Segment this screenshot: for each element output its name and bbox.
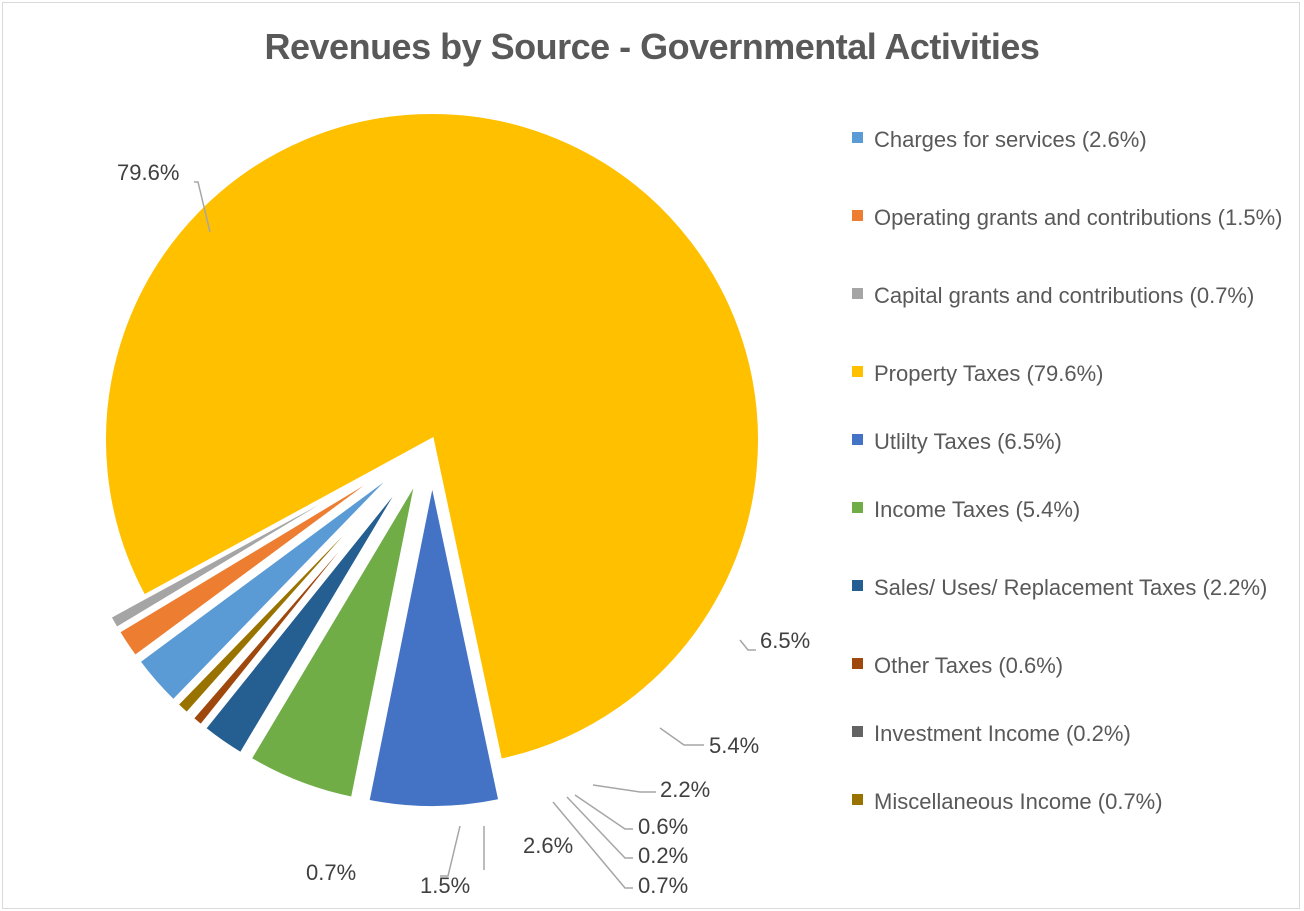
legend-swatch xyxy=(852,366,863,377)
legend-item: Property Taxes (79.6%) xyxy=(852,358,1292,389)
legend-label: Sales/ Uses/ Replacement Taxes (2.2%) xyxy=(874,575,1268,600)
legend-item: Miscellaneous Income (0.7%) xyxy=(852,786,1292,817)
data-label: 1.5% xyxy=(420,873,470,898)
leader-line xyxy=(194,181,211,233)
pie-slice xyxy=(365,479,503,810)
legend-swatch xyxy=(852,132,863,143)
legend-item: Charges for services (2.6%) xyxy=(852,124,1292,155)
leader-line xyxy=(592,784,656,793)
data-label: 2.6% xyxy=(523,833,573,858)
legend-item: Capital grants and contributions (0.7%) xyxy=(852,280,1292,311)
pie-slice xyxy=(135,464,404,705)
legend-item: Income Taxes (5.4%) xyxy=(852,494,1292,525)
data-label: 0.6% xyxy=(638,814,688,839)
legend-swatch xyxy=(852,658,863,669)
legend-label: Investment Income (0.2%) xyxy=(874,721,1131,746)
legend-label: Other Taxes (0.6%) xyxy=(874,653,1064,678)
data-label: 0.7% xyxy=(306,860,356,885)
pie-slice xyxy=(201,471,411,758)
chart-title: Revenues by Source - Governmental Activi… xyxy=(264,26,1040,67)
legend-item: Investment Income (0.2%) xyxy=(852,718,1292,749)
leader-line xyxy=(574,794,633,830)
data-label: 6.5% xyxy=(760,628,810,653)
legend-label: Charges for services (2.6%) xyxy=(874,127,1147,152)
pie-slice xyxy=(115,460,400,661)
data-label: 0.7% xyxy=(638,873,688,898)
leader-line xyxy=(659,727,704,746)
data-label: 79.6% xyxy=(117,160,179,185)
legend-item: Utlilty Taxes (6.5%) xyxy=(852,426,1292,457)
legend-label: Operating grants and contributions (1.5%… xyxy=(874,205,1283,230)
pie-slice xyxy=(106,458,399,632)
legend-swatch xyxy=(852,210,863,221)
legend-item: Other Taxes (0.6%) xyxy=(852,650,1292,681)
data-label: 0.2% xyxy=(638,843,688,868)
legend-swatch xyxy=(852,794,863,805)
data-label: 5.4% xyxy=(709,733,759,758)
legend-swatch xyxy=(852,726,863,737)
legend-swatch xyxy=(852,434,863,445)
legend-swatch xyxy=(852,288,863,299)
leader-line xyxy=(739,639,756,651)
legend-item: Sales/ Uses/ Replacement Taxes (2.2%) xyxy=(852,572,1292,603)
legend-swatch xyxy=(852,502,863,513)
pie-slice xyxy=(102,110,762,764)
leader-line xyxy=(552,801,633,889)
pie-slice xyxy=(173,467,407,718)
legend-label: Miscellaneous Income (0.7%) xyxy=(874,789,1163,814)
legend-label: Capital grants and contributions (0.7%) xyxy=(874,283,1255,308)
legend-item: Operating grants and contributions (1.5%… xyxy=(852,202,1292,233)
legend-label: Utlilty Taxes (6.5%) xyxy=(874,429,1062,454)
legend-label: Income Taxes (5.4%) xyxy=(874,497,1081,522)
data-label: 2.2% xyxy=(660,777,710,802)
pie-slice xyxy=(246,476,420,802)
leader-line xyxy=(440,825,461,877)
leader-line xyxy=(566,796,633,859)
legend-swatch xyxy=(852,580,863,591)
legend-label: Property Taxes (79.6%) xyxy=(874,361,1104,386)
